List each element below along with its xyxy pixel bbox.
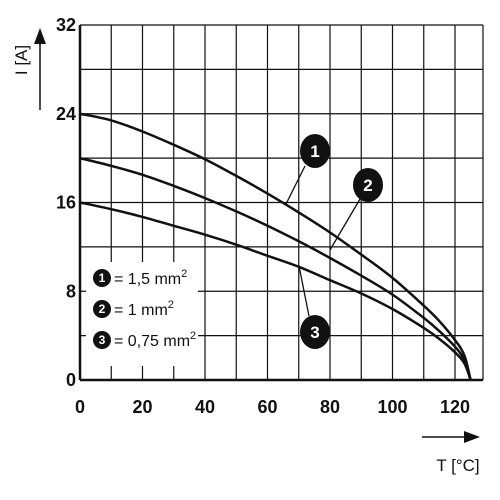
- x-axis-arrow-head: [464, 431, 480, 443]
- callout-label-3: 3: [310, 323, 319, 342]
- legend-entry-2: = 1 mm2: [114, 299, 174, 319]
- legend-marker-3: [93, 331, 111, 349]
- x-tick-label: 40: [195, 397, 215, 417]
- series-line-2: [79, 156, 472, 381]
- callout-marker-2: [353, 168, 383, 202]
- x-tick-label: 0: [75, 397, 85, 417]
- grid: [79, 24, 484, 381]
- legend-marker-2: [93, 300, 111, 318]
- y-axis-arrow-head: [34, 28, 46, 44]
- legend-superscript: 2: [181, 268, 187, 280]
- y-axis-label: I [A]: [12, 45, 31, 75]
- legend-superscript: 2: [168, 299, 174, 311]
- x-tick-label: 120: [440, 397, 470, 417]
- legend-marker-1: [93, 269, 111, 287]
- legend-marker-label-3: 3: [99, 333, 106, 347]
- y-tick-label: 16: [56, 193, 76, 213]
- y-tick-label: 8: [66, 281, 76, 301]
- series-lines: [79, 112, 472, 381]
- axis-labels: I [A] T [°C]: [12, 45, 480, 475]
- legend-marker-label-2: 2: [99, 302, 106, 316]
- series-callouts: 1 2 3: [285, 134, 383, 349]
- callout-label-1: 1: [310, 142, 319, 161]
- axes: [34, 25, 483, 443]
- callout-leader-2: [329, 198, 361, 251]
- x-tick-label: 80: [320, 397, 340, 417]
- y-tick-label: 32: [56, 15, 76, 35]
- x-tick-label: 60: [257, 397, 277, 417]
- legend-entry-3: = 0,75 mm2: [114, 330, 196, 350]
- series-line-3: [79, 201, 472, 381]
- callout-leader-3: [298, 265, 310, 317]
- y-tick-label: 24: [56, 104, 76, 124]
- x-tick-label: 100: [377, 397, 407, 417]
- legend-superscript: 2: [190, 330, 196, 342]
- x-axis-label: T [°C]: [436, 456, 479, 475]
- callout-label-2: 2: [363, 176, 372, 195]
- legend-entry-1: = 1,5 mm2: [114, 268, 187, 288]
- series-line-1: [79, 112, 472, 381]
- callout-marker-3: [300, 315, 330, 349]
- callout-marker-1: [300, 134, 330, 168]
- y-tick-label: 0: [66, 370, 76, 390]
- legend-marker-label-1: 1: [99, 271, 106, 285]
- callout-leader-1: [285, 165, 306, 205]
- x-tick-label: 20: [132, 397, 152, 417]
